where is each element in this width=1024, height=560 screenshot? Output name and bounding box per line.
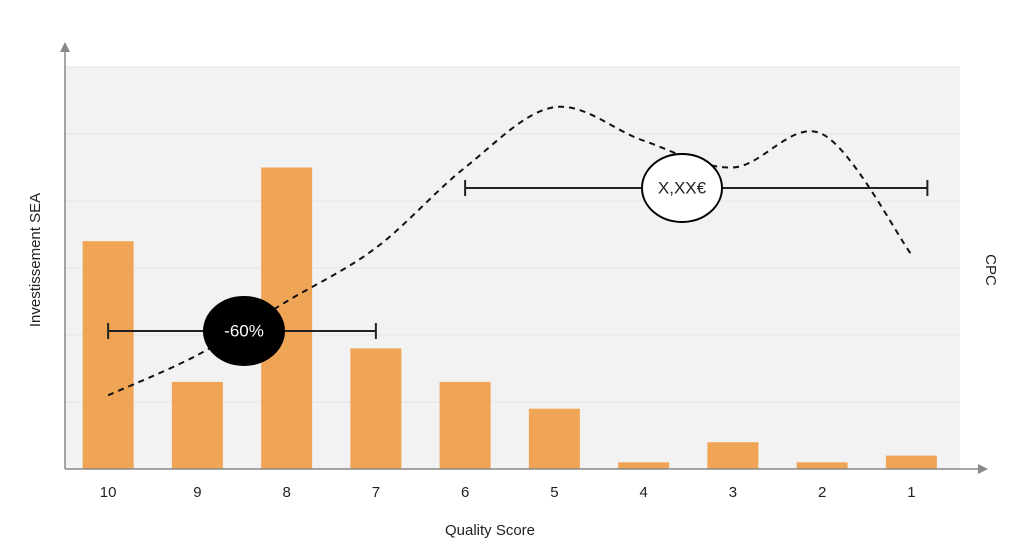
bar [796,462,848,469]
x-axis-arrow [978,464,988,474]
bar [528,408,580,469]
y2-axis-label: CPC [982,254,999,286]
x-axis-label: Quality Score [445,522,535,539]
x-tick-label: 7 [372,484,380,501]
x-tick-label: 4 [639,484,647,501]
bar [171,381,223,469]
bar [885,455,937,469]
x-tick-label: 1 [907,484,915,501]
annotation-label: X,XX€ [658,178,707,197]
x-tick-label: 9 [193,484,201,501]
annotation-label: -60% [224,321,264,340]
x-tick-label: 5 [550,484,558,501]
x-tick-label: 6 [461,484,469,501]
x-tick-label: 3 [729,484,737,501]
bar [82,241,134,469]
bar [439,381,491,469]
y-axis-arrow [60,42,70,52]
y-axis-label: Investissement SEA [27,193,44,327]
bar [707,442,759,469]
bar [350,348,402,469]
x-tick-label: 10 [100,484,117,501]
bar [618,462,670,469]
annotation-bubble [641,153,723,223]
annotation-bubble [203,296,285,366]
x-tick-label: 2 [818,484,826,501]
x-tick-label: 8 [282,484,290,501]
